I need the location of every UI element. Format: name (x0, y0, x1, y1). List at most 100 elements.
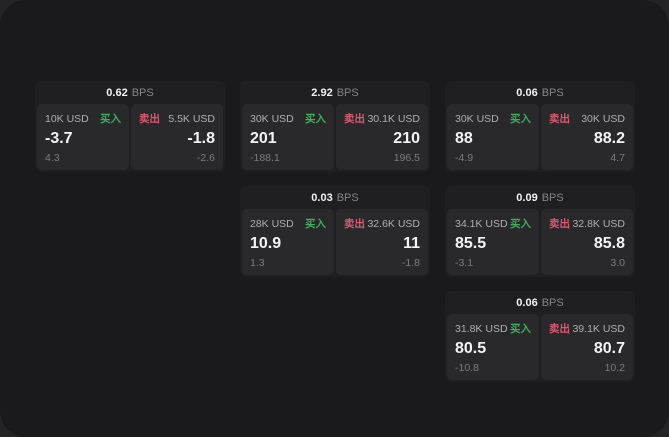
quote-card: 0.09 BPS 34.1K USD 买入 85.5 -3.1 卖出 32.8K… (445, 186, 635, 277)
bps-value: 2.92 (311, 86, 333, 99)
quote-card: 0.03 BPS 28K USD 买入 10.9 1.3 卖出 32.6K US… (240, 186, 430, 277)
bps-value: 0.03 (311, 191, 333, 204)
card-header: 0.06 BPS (447, 81, 633, 104)
buy-sub-value: -4.9 (455, 152, 474, 164)
sell-quote-panel[interactable]: 卖出 30K USD 88.2 4.7 (541, 104, 633, 170)
buy-panel-top: 10K USD 买入 (45, 111, 121, 126)
sell-amount-label: 32.8K USD (572, 217, 625, 230)
sell-sub-value: -1.8 (401, 257, 420, 269)
quote-card: 0.06 BPS 30K USD 买入 88 -4.9 卖出 30K USD 8… (445, 81, 635, 172)
buy-sub-value: -188.1 (250, 152, 280, 164)
buy-quote-panel[interactable]: 28K USD 买入 10.9 1.3 (242, 209, 334, 275)
buy-quote-panel[interactable]: 34.1K USD 买入 85.5 -3.1 (447, 209, 539, 275)
buy-price: 88 (455, 130, 473, 147)
bps-value: 0.62 (106, 86, 128, 99)
card-body: 34.1K USD 买入 85.5 -3.1 卖出 32.8K USD 85.8… (447, 209, 633, 275)
sell-amount-label: 5.5K USD (168, 112, 215, 125)
sell-quote-panel[interactable]: 卖出 32.8K USD 85.8 3.0 (541, 209, 633, 275)
buy-panel-top: 28K USD 买入 (250, 216, 326, 231)
sell-price: 210 (393, 130, 420, 147)
buy-sub-value: 1.3 (250, 257, 265, 269)
sell-quote-panel[interactable]: 卖出 39.1K USD 80.7 10.2 (541, 314, 633, 380)
bps-unit-label: BPS (541, 296, 564, 309)
buy-panel-top: 31.8K USD 买入 (455, 321, 531, 336)
sell-quote-panel[interactable]: 卖出 30.1K USD 210 196.5 (336, 104, 428, 170)
bps-unit-label: BPS (336, 191, 359, 204)
card-header: 0.09 BPS (447, 186, 633, 209)
buy-label: 买入 (305, 113, 326, 125)
sell-sub-value: -2.6 (196, 152, 215, 164)
cards-grid: 0.62 BPS 10K USD 买入 -3.7 4.3 卖出 5.5K USD… (35, 81, 635, 382)
buy-sub-value: -10.8 (455, 362, 479, 374)
card-header: 0.03 BPS (242, 186, 428, 209)
sell-label: 卖出 (549, 323, 570, 335)
sell-sub-value: 10.2 (604, 362, 625, 374)
bps-value: 0.06 (516, 296, 538, 309)
quote-card: 0.62 BPS 10K USD 买入 -3.7 4.3 卖出 5.5K USD… (35, 81, 225, 172)
sell-label: 卖出 (549, 218, 570, 230)
buy-price: 85.5 (455, 235, 487, 252)
buy-quote-panel[interactable]: 30K USD 买入 201 -188.1 (242, 104, 334, 170)
sell-panel-top: 卖出 5.5K USD (139, 111, 215, 126)
sell-price: 80.7 (593, 340, 625, 357)
card-body: 30K USD 买入 201 -188.1 卖出 30.1K USD 210 1… (242, 104, 428, 170)
quote-card: 2.92 BPS 30K USD 买入 201 -188.1 卖出 30.1K … (240, 81, 430, 172)
sell-price: 11 (403, 235, 420, 252)
sell-label: 卖出 (549, 113, 570, 125)
buy-quote-panel[interactable]: 10K USD 买入 -3.7 4.3 (37, 104, 129, 170)
card-header: 2.92 BPS (242, 81, 428, 104)
card-body: 10K USD 买入 -3.7 4.3 卖出 5.5K USD -1.8 -2.… (37, 104, 223, 170)
buy-amount-label: 10K USD (45, 112, 89, 125)
buy-panel-top: 30K USD 买入 (455, 111, 531, 126)
sell-panel-top: 卖出 32.6K USD (344, 216, 420, 231)
buy-panel-top: 30K USD 买入 (250, 111, 326, 126)
sell-label: 卖出 (139, 113, 160, 125)
sell-panel-top: 卖出 32.8K USD (549, 216, 625, 231)
sell-price: -1.8 (187, 130, 215, 147)
buy-panel-top: 34.1K USD 买入 (455, 216, 531, 231)
sell-amount-label: 32.6K USD (367, 217, 420, 230)
buy-price: 80.5 (455, 340, 487, 357)
buy-label: 买入 (510, 218, 531, 230)
buy-sub-value: 4.3 (45, 152, 60, 164)
buy-label: 买入 (100, 113, 121, 125)
sell-panel-top: 卖出 30.1K USD (344, 111, 420, 126)
buy-amount-label: 34.1K USD (455, 217, 508, 230)
buy-price: -3.7 (45, 130, 73, 147)
bps-unit-label: BPS (336, 86, 359, 99)
card-body: 30K USD 买入 88 -4.9 卖出 30K USD 88.2 4.7 (447, 104, 633, 170)
sell-quote-panel[interactable]: 卖出 32.6K USD 11 -1.8 (336, 209, 428, 275)
buy-quote-panel[interactable]: 30K USD 买入 88 -4.9 (447, 104, 539, 170)
buy-amount-label: 30K USD (250, 112, 294, 125)
sell-quote-panel[interactable]: 卖出 5.5K USD -1.8 -2.6 (131, 104, 223, 170)
sell-price: 85.8 (593, 235, 625, 252)
buy-price: 201 (250, 130, 277, 147)
sell-sub-value: 196.5 (393, 152, 420, 164)
buy-label: 买入 (510, 323, 531, 335)
buy-quote-panel[interactable]: 31.8K USD 买入 80.5 -10.8 (447, 314, 539, 380)
sell-amount-label: 30K USD (581, 112, 625, 125)
sell-amount-label: 30.1K USD (367, 112, 420, 125)
buy-label: 买入 (305, 218, 326, 230)
buy-sub-value: -3.1 (455, 257, 474, 269)
card-header: 0.06 BPS (447, 291, 633, 314)
bps-unit-label: BPS (541, 191, 564, 204)
sell-label: 卖出 (344, 113, 365, 125)
sell-price: 88.2 (593, 130, 625, 147)
bps-value: 0.09 (516, 191, 538, 204)
sell-amount-label: 39.1K USD (572, 322, 625, 335)
sell-panel-top: 卖出 30K USD (549, 111, 625, 126)
sell-sub-value: 4.7 (610, 152, 625, 164)
sell-sub-value: 3.0 (610, 257, 625, 269)
buy-amount-label: 31.8K USD (455, 322, 508, 335)
buy-price: 10.9 (250, 235, 282, 252)
card-body: 31.8K USD 买入 80.5 -10.8 卖出 39.1K USD 80.… (447, 314, 633, 380)
buy-label: 买入 (510, 113, 531, 125)
bps-unit-label: BPS (541, 86, 564, 99)
sell-label: 卖出 (344, 218, 365, 230)
quote-card: 0.06 BPS 31.8K USD 买入 80.5 -10.8 卖出 39.1… (445, 291, 635, 382)
card-body: 28K USD 买入 10.9 1.3 卖出 32.6K USD 11 -1.8 (242, 209, 428, 275)
bps-value: 0.06 (516, 86, 538, 99)
buy-amount-label: 28K USD (250, 217, 294, 230)
